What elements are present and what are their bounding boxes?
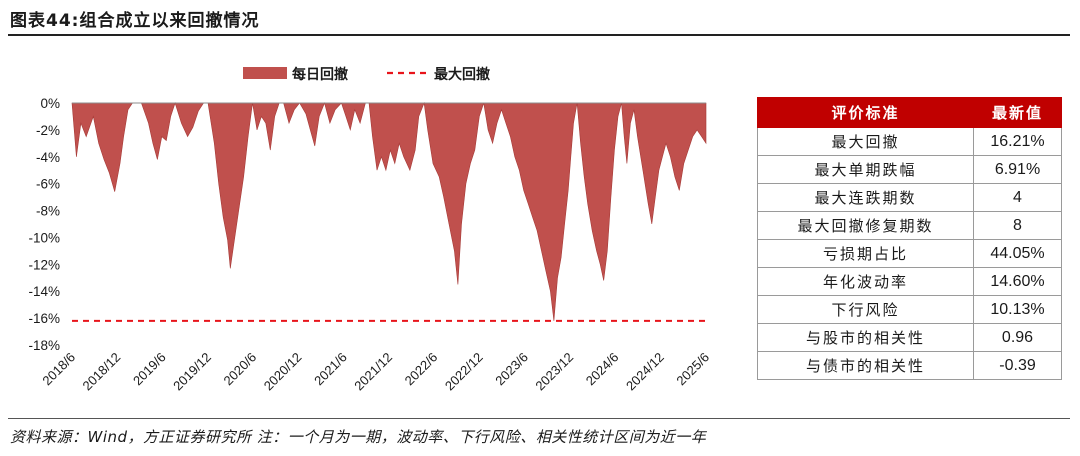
- y-tick-label: -10%: [28, 230, 60, 245]
- table-row: 最大连跌期数 4: [757, 183, 1062, 212]
- y-tick-label: -6%: [36, 177, 60, 192]
- x-tick-label: 2018/6: [39, 350, 78, 389]
- daily-drawdown-area: [71, 101, 707, 321]
- table-row: 亏损期占比 44.05%: [757, 239, 1062, 268]
- x-tick-label: 2024/12: [623, 350, 667, 394]
- x-tick-label: 2019/6: [130, 350, 169, 389]
- y-tick-label: -2%: [36, 123, 60, 138]
- metric-value: 8: [973, 211, 1062, 240]
- table-row: 与债市的相关性 -0.39: [757, 351, 1062, 380]
- metric-value: 4: [973, 183, 1062, 212]
- table-row: 最大单期跌幅 6.91%: [757, 155, 1062, 184]
- metric-value: 10.13%: [973, 295, 1062, 324]
- table-row: 与股市的相关性 0.96: [757, 323, 1062, 352]
- title-divider: [8, 34, 1070, 36]
- table-row: 年化波动率 14.60%: [757, 267, 1062, 296]
- metrics-table: 评价标准 最新值 最大回撤 16.21% 最大单期跌幅 6.91% 最大连跌期数 4 …: [757, 97, 1062, 380]
- metric-label: 最大单期跌幅: [757, 155, 974, 184]
- x-tick-label: 2021/12: [351, 350, 395, 394]
- metric-value: 16.21%: [973, 127, 1062, 156]
- metrics-header-row: 评价标准 最新值: [757, 97, 1062, 128]
- x-tick-label: 2023/12: [532, 350, 576, 394]
- metric-label: 最大回撤: [757, 127, 974, 156]
- x-tick-label: 2022/12: [442, 350, 486, 394]
- legend-label-daily-drawdown: 每日回撤: [292, 66, 348, 83]
- header-criterion: 评价标准: [757, 97, 974, 128]
- x-tick-label: 2018/12: [80, 350, 124, 394]
- metric-label: 与债市的相关性: [757, 351, 974, 380]
- y-tick-label: 0%: [40, 96, 60, 111]
- metric-label: 与股市的相关性: [757, 323, 974, 352]
- footer-divider: [8, 418, 1070, 419]
- metric-value: 6.91%: [973, 155, 1062, 184]
- x-tick-label: 2019/12: [170, 350, 214, 394]
- y-tick-label: -4%: [36, 150, 60, 165]
- source-note: 资料来源：Wind，方正证券研究所 注：一个月为一期，波动率、下行风险、相关性统…: [10, 428, 707, 446]
- x-tick-label: 2020/6: [221, 350, 260, 389]
- metric-label: 最大回撤修复期数: [757, 211, 974, 240]
- y-tick-label: -14%: [28, 284, 60, 299]
- metric-value: 0.96: [973, 323, 1062, 352]
- x-tick-label: 2024/6: [583, 350, 622, 389]
- metric-label: 年化波动率: [757, 267, 974, 296]
- x-tick-label: 2023/6: [492, 350, 531, 389]
- drawdown-chart: 每日回撤 最大回撤 0% -2% -4% -6% -8% -10% -12% -14% -16% -1…: [28, 66, 712, 394]
- metric-label: 最大连跌期数: [757, 183, 974, 212]
- table-row: 下行风险 10.13%: [757, 295, 1062, 324]
- legend-swatch-daily-drawdown: [243, 67, 287, 79]
- x-tick-label: 2025/6: [673, 350, 712, 389]
- y-tick-label: -12%: [28, 257, 60, 272]
- figure-title: 图表44:组合成立以来回撤情况: [10, 11, 260, 31]
- metric-value: -0.39: [973, 351, 1062, 380]
- x-tick-label: 2022/6: [402, 350, 441, 389]
- metric-label: 亏损期占比: [757, 239, 974, 268]
- x-tick-label: 2020/12: [261, 350, 305, 394]
- legend-label-max-drawdown: 最大回撤: [434, 66, 490, 83]
- header-latest-value: 最新值: [973, 97, 1062, 128]
- table-row: 最大回撤 16.21%: [757, 127, 1062, 156]
- metric-value: 44.05%: [973, 239, 1062, 268]
- metric-label: 下行风险: [757, 295, 974, 324]
- y-tick-label: -16%: [28, 311, 60, 326]
- y-tick-label: -8%: [36, 204, 60, 219]
- table-row: 最大回撤修复期数 8: [757, 211, 1062, 240]
- metric-value: 14.60%: [973, 267, 1062, 296]
- x-tick-label: 2021/6: [311, 350, 350, 389]
- y-tick-label: -18%: [28, 338, 60, 353]
